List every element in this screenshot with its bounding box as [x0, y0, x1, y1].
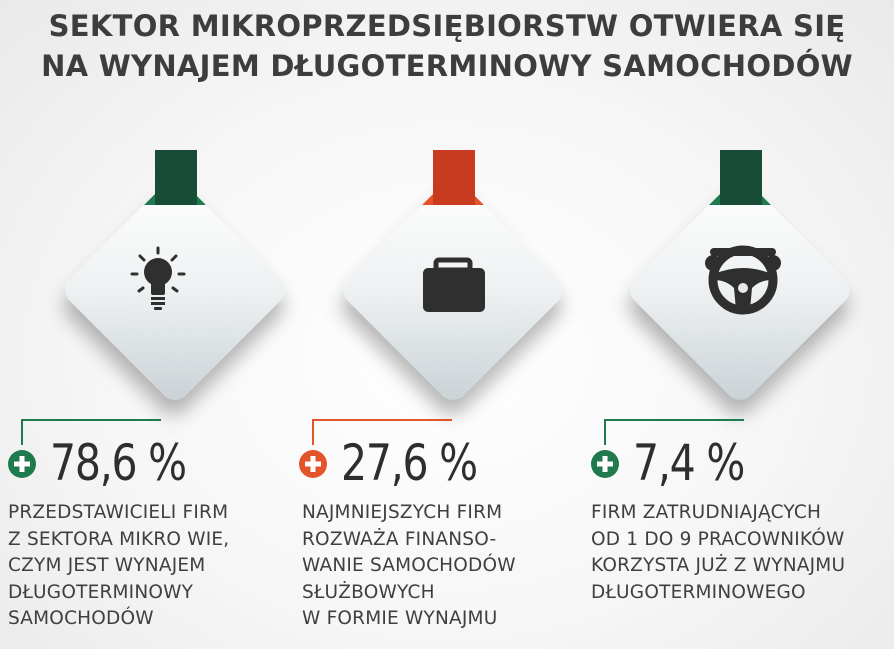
- diamond-card-2: [313, 150, 593, 430]
- title-line-1: SEKTOR MIKROPRZEDSIĘBIORSTW OTWIERA SIĘ: [48, 9, 846, 43]
- diamond-card-3: [600, 150, 880, 430]
- connector-line-1: [21, 419, 161, 445]
- stat-value: 27,6 %: [341, 434, 478, 492]
- stat-value: 78,6 %: [50, 434, 187, 492]
- plus-icon: [8, 450, 36, 478]
- briefcase-icon: [423, 257, 485, 312]
- stat-description-3: FIRM ZATRUDNIAJĄCYCH OD 1 DO 9 PRACOWNIK…: [591, 502, 846, 603]
- title-line-2: NA WYNAJEM DŁUGOTERMINOWY SAMOCHODÓW: [41, 49, 853, 83]
- stat-description-2: NAJMNIEJSZYCH FIRM ROZWAŻA FINANSO- WANI…: [302, 502, 516, 629]
- steering-wheel-icon: [705, 245, 781, 315]
- lightbulb-icon: [130, 246, 186, 310]
- diamond-card-1: [35, 150, 315, 430]
- stat-description-1: PRZEDSTAWICIELI FIRM Z SEKTORA MIKRO WIE…: [8, 502, 230, 629]
- connector-line-2: [312, 419, 452, 445]
- plus-icon: [591, 450, 619, 478]
- stat-value: 7,4 %: [633, 434, 745, 492]
- plus-icon: [299, 450, 327, 478]
- page-title: SEKTOR MIKROPRZEDSIĘBIORSTW OTWIERA SIĘ …: [0, 6, 894, 86]
- connector-line-3: [604, 419, 744, 445]
